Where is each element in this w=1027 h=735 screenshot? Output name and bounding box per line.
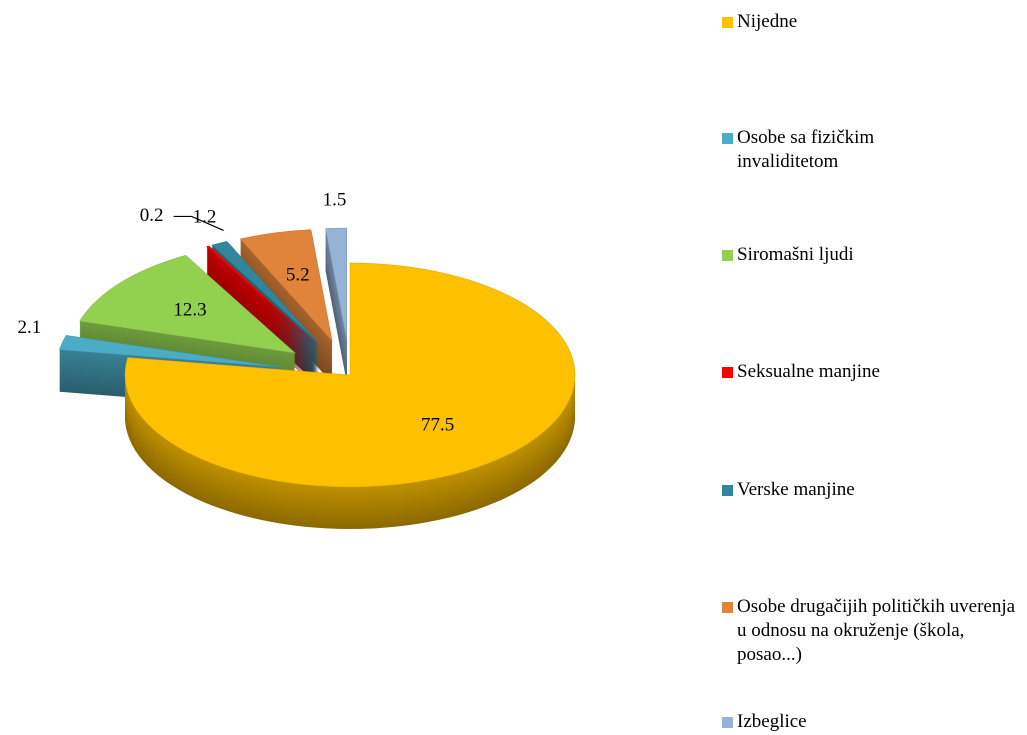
legend-label: Osobe sa fizičkim invaliditetom [737, 127, 875, 172]
legend-swatch [722, 602, 733, 613]
data-label: 2.1 [18, 317, 42, 338]
legend-label: Siromašni ljudi [737, 244, 854, 265]
slice-side [206, 264, 317, 364]
slice-side [206, 247, 317, 347]
legend-item: Nijedne [722, 10, 1022, 34]
legend-swatch [722, 485, 733, 496]
legend-label: Izbeglice [737, 711, 807, 732]
slice [59, 335, 282, 368]
legend-swatch [722, 133, 733, 144]
slice-side [206, 249, 317, 349]
slice-side [206, 253, 317, 353]
data-label: 0.2 [140, 205, 164, 226]
slice-side [206, 258, 317, 358]
legend-label: Nijedne [737, 11, 798, 32]
slice-side [206, 266, 317, 366]
slice-side [206, 246, 317, 346]
legend-item: Izbeglice [722, 710, 1022, 734]
slice-side [206, 265, 317, 365]
slice-side [206, 251, 317, 351]
slice-side [206, 248, 317, 348]
leader-line [173, 215, 224, 232]
slice [239, 229, 333, 342]
slice-side [206, 268, 317, 368]
slice-side [206, 255, 317, 355]
legend-item: Siromašni ljudi [722, 243, 1022, 267]
legend-item: Verske manjine [722, 478, 1022, 502]
data-label: 1.2 [193, 206, 217, 227]
legend-label: Seksualne manjine [737, 361, 880, 382]
slice [325, 227, 347, 341]
slice [206, 245, 317, 345]
slice-side [206, 254, 317, 354]
slice-side [206, 262, 317, 362]
slice-side [206, 252, 317, 352]
legend-label: Verske manjine [737, 479, 855, 500]
data-label: 1.5 [323, 190, 347, 211]
slice-side [206, 250, 317, 350]
data-label: 12.3 [173, 299, 206, 320]
slice [211, 241, 320, 344]
legend-item: Seksualne manjine [722, 360, 1022, 384]
data-label: 5.2 [286, 265, 310, 286]
legend-swatch [722, 367, 733, 378]
legend-swatch [722, 717, 733, 728]
slice-side [206, 257, 317, 357]
slice-side [206, 267, 317, 367]
legend-item: Osobe drugačijih političkih uverenja u o… [722, 595, 1022, 667]
slice-side [206, 256, 317, 356]
chart: 77.5 2.1 12.3 0.2 1.2 5.2 1.5 [18, 190, 576, 529]
data-label: 77.5 [421, 414, 454, 435]
slice-side [206, 271, 317, 371]
legend-label: Osobe drugačijih političkih uverenja u o… [737, 596, 1016, 665]
slice-side [206, 270, 317, 370]
slice [124, 262, 576, 488]
slice-side [206, 269, 317, 369]
legend-swatch [722, 17, 733, 28]
slice-side [206, 260, 317, 360]
legend-swatch [722, 250, 733, 261]
slice [79, 255, 297, 354]
slice-side [206, 263, 317, 363]
legend-item: Osobe sa fizičkim invaliditetom [722, 126, 927, 174]
slice-side [206, 261, 317, 361]
slice-side [206, 259, 317, 359]
slice-side [206, 272, 317, 372]
